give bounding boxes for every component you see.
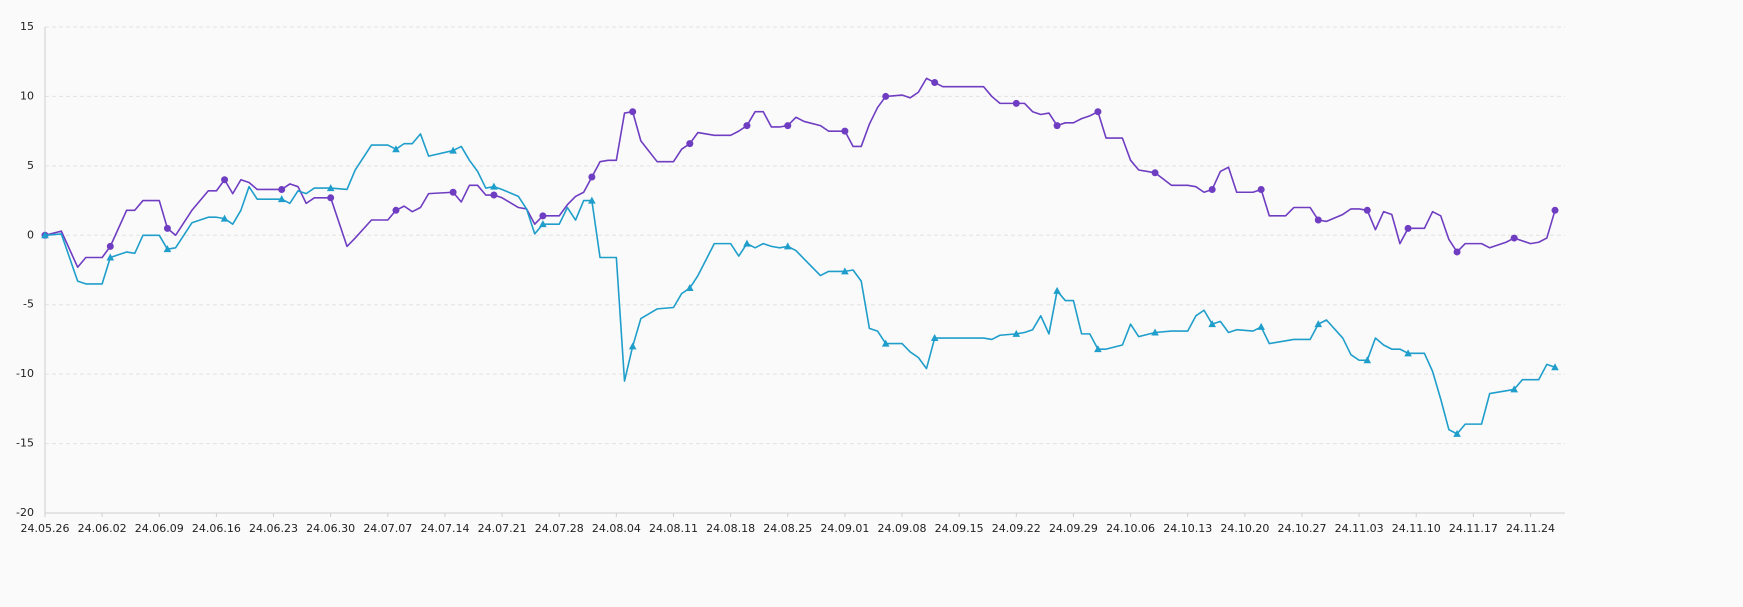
marker [539,212,547,220]
marker [1363,206,1371,214]
x-tick-label: 24.11.24 [1506,522,1555,535]
marker [1363,356,1372,364]
marker [163,224,171,232]
x-tick-label: 24.10.20 [1220,522,1269,535]
x-tick-label: 24.09.08 [878,522,927,535]
marker [163,245,172,253]
marker [1404,224,1412,232]
series-line [44,133,1556,435]
marker [490,182,498,190]
marker [1257,322,1265,330]
x-tick-label: 24.08.25 [763,522,812,535]
marker [1510,234,1518,242]
marker [783,242,792,250]
marker [881,339,890,347]
y-tick-label: 5 [27,159,34,172]
marker [628,342,637,350]
marker [1257,185,1265,193]
x-tick-label: 24.07.14 [420,522,469,535]
marker [1151,169,1159,177]
x-tick-label: 24.09.15 [935,522,984,535]
series-line [44,77,1556,269]
x-tick-label: 24.10.13 [1163,522,1212,535]
marker [220,214,229,222]
marker [931,79,939,87]
x-tick-label: 24.08.04 [592,522,641,535]
marker [1314,216,1322,224]
marker [1314,320,1323,328]
marker [392,206,400,214]
marker [449,146,457,154]
x-tick-label: 24.08.11 [649,522,698,535]
y-tick-label: -20 [16,506,34,519]
x-tick-label: 24.09.01 [820,522,869,535]
y-tick-label: 0 [27,228,34,241]
y-tick-label: -5 [23,298,34,311]
marker [743,239,751,247]
x-tick-label: 24.06.09 [135,522,184,535]
marker [841,267,849,275]
x-tick-label: 24.06.16 [192,522,241,535]
marker [629,108,637,116]
marker [588,196,596,204]
marker [1453,429,1461,437]
marker [882,92,890,100]
marker [327,194,335,202]
x-tick-label: 24.10.06 [1106,522,1155,535]
marker [1551,206,1559,214]
marker [686,284,694,292]
marker [1208,320,1216,328]
x-tick-label: 24.08.18 [706,522,755,535]
marker [841,127,849,135]
marker [41,231,49,239]
marker [1053,286,1061,294]
marker [1404,349,1412,357]
x-tick-label: 24.06.30 [306,522,355,535]
x-tick-label: 24.11.03 [1335,522,1384,535]
marker [588,173,596,181]
x-tick-label: 24.07.21 [478,522,527,535]
x-tick-label: 24.06.02 [78,522,127,535]
marker [1151,328,1159,336]
marker [1094,345,1102,353]
marker [784,122,792,130]
marker [278,185,286,193]
marker [106,253,115,261]
marker [1510,385,1518,393]
x-tick-label: 24.07.07 [363,522,412,535]
x-tick-label: 24.09.29 [1049,522,1098,535]
y-tick-label: -10 [16,367,34,380]
marker [743,122,751,130]
marker [1208,185,1216,193]
marker [686,140,694,148]
x-tick-label: 24.07.28 [535,522,584,535]
marker [106,242,114,250]
marker [490,191,498,199]
marker [1094,108,1102,116]
marker [539,220,547,228]
x-tick-label: 24.11.17 [1449,522,1498,535]
marker [1012,329,1021,337]
marker [277,195,286,203]
marker [449,188,457,196]
marker [1551,363,1559,371]
x-tick-label: 24.05.26 [21,522,70,535]
y-tick-label: 10 [20,89,34,102]
x-tick-label: 24.06.23 [249,522,298,535]
marker [326,184,335,192]
y-tick-label: 15 [20,20,34,33]
marker [1453,248,1461,256]
marker [221,176,229,184]
marker [1012,99,1020,107]
x-tick-label: 24.11.10 [1392,522,1441,535]
marker [392,145,400,153]
x-tick-label: 24.10.27 [1277,522,1326,535]
marker [1053,122,1061,130]
marker [930,334,939,342]
x-tick-label: 24.09.22 [992,522,1041,535]
y-tick-label: -15 [16,437,34,450]
